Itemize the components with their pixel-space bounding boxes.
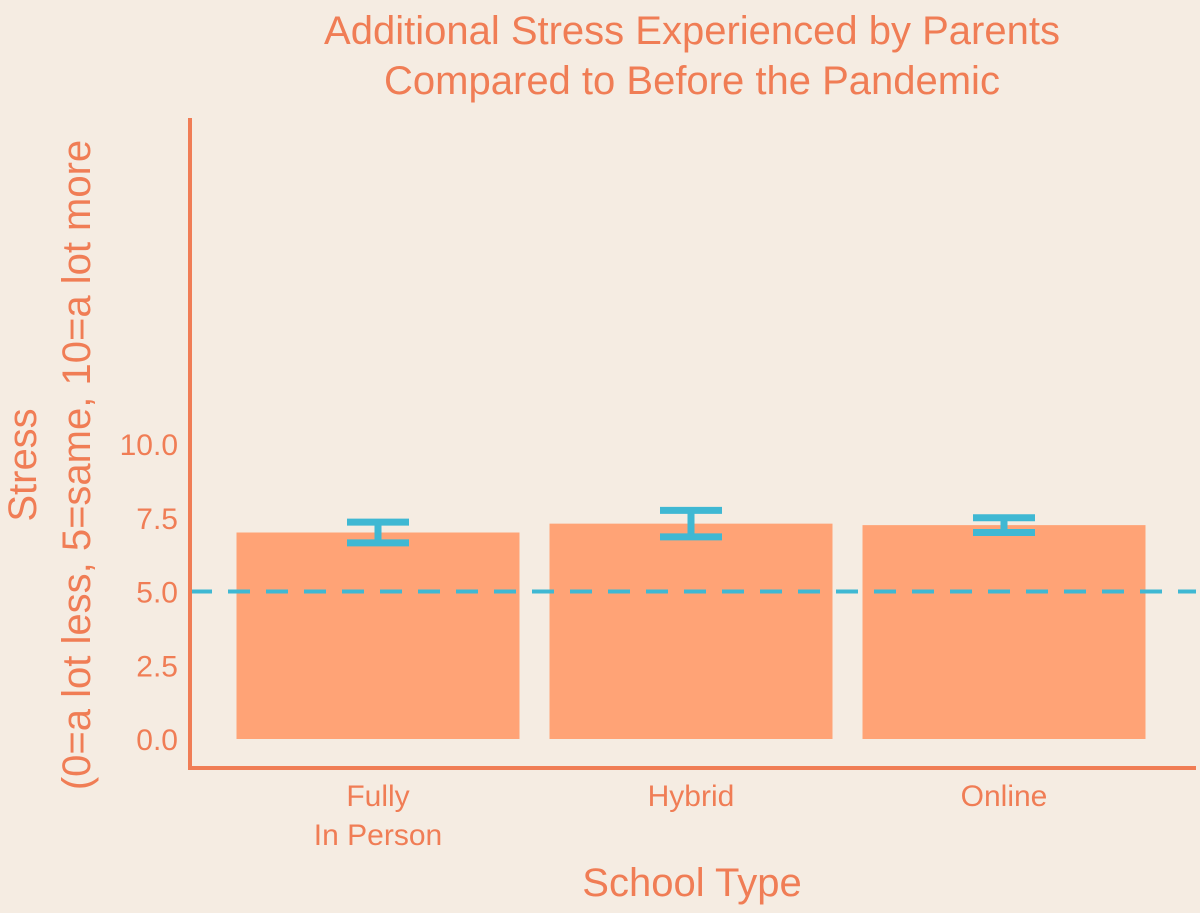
x-tick-label: Fully <box>346 780 409 813</box>
x-tick-label: Hybrid <box>648 780 735 813</box>
chart-title-line-1: Additional Stress Experienced by Parents <box>324 9 1060 53</box>
y-tick-label: 5.0 <box>136 577 178 610</box>
bar <box>549 523 833 739</box>
y-axis-title: Stress <box>1 408 45 521</box>
x-tick-label: In Person <box>314 819 442 852</box>
plot-area <box>190 506 1196 739</box>
y-axis-title-line-2: (0=a lot less, 5=same, 10=a lot more <box>55 140 99 790</box>
y-axis-ticks: 0.0 2.5 5.0 7.5 10.0 <box>120 429 178 757</box>
bar <box>862 525 1146 739</box>
x-axis-ticks: Fully In Person Hybrid Online <box>314 780 1048 852</box>
chart-title-line-2: Compared to Before the Pandemic <box>384 59 1000 103</box>
y-tick-label: 7.5 <box>136 503 178 536</box>
bar <box>236 532 520 739</box>
x-tick-label: Online <box>961 780 1048 813</box>
y-tick-label: 10.0 <box>120 429 178 462</box>
y-axis-title-line-1: Stress <box>1 408 45 521</box>
y-tick-label: 0.0 <box>136 724 178 757</box>
y-tick-label: 2.5 <box>136 650 178 683</box>
x-axis-title: School Type <box>582 861 801 905</box>
y-axis-subtitle: (0=a lot less, 5=same, 10=a lot more <box>55 140 99 790</box>
